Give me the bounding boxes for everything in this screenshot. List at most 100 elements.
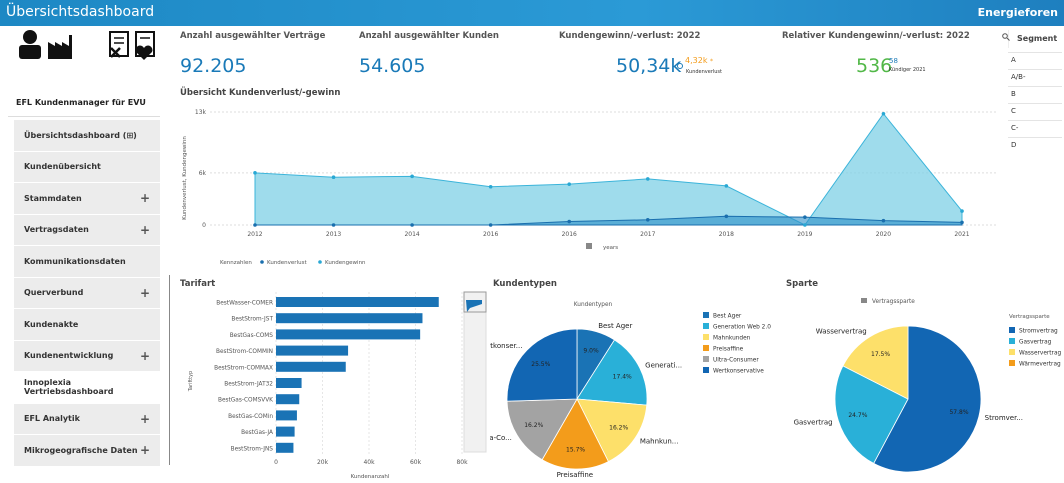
sparte-pie-chart[interactable]: 57.8% Stromver... 24.7% Gasvertrag 17.5% Wass… (780, 286, 1064, 483)
slice-value-label: 16.2% (524, 422, 543, 429)
slice-value-label: 16.2% (609, 424, 628, 431)
sidebar-item-10[interactable]: Mikrogeografische Daten + (14, 435, 160, 467)
legend-label: Mahnkunden (713, 336, 751, 342)
slice-label: Ultra-Co... (490, 434, 512, 442)
point-kundengewinn (645, 177, 650, 181)
legend-swatch (1009, 360, 1015, 366)
segment-item[interactable]: C- (1008, 120, 1062, 137)
category-label: BestStrom-COMMIN (216, 349, 273, 355)
bar (276, 426, 295, 437)
app-title: Übersichtsdashboard (6, 4, 155, 20)
x-axis-label: Kundenanzahl (351, 474, 390, 480)
expand-plus-icon[interactable]: + (139, 443, 150, 458)
pie-subtitle: Vertragssparte (872, 299, 915, 305)
slice-value-label: 57.8% (949, 409, 968, 416)
kundentypen-pie-chart[interactable]: 9.0% Best Ager 17.4% Generati... 16.2% Mahnku… (490, 286, 786, 483)
sidebar-item-label: Kundenübersicht (24, 162, 101, 172)
top-bar: Übersichtsdashboard Energieforen (0, 0, 1064, 26)
sidebar-icons (19, 30, 155, 60)
expand-plus-icon[interactable]: + (139, 222, 150, 237)
pie-slice (506, 398, 578, 461)
kpi-gain-dot (677, 63, 683, 69)
segment-item[interactable]: B (1008, 86, 1062, 103)
pie-slice (506, 328, 578, 402)
point-kundengewinn (960, 209, 964, 213)
x-tick-label: 2019 (797, 231, 812, 238)
slice-value-label: 17.5% (871, 351, 890, 358)
sidebar-item-5[interactable]: Querverbund + (14, 277, 160, 309)
bar (276, 297, 439, 307)
sidebar-item-0[interactable]: Übersichtsdashboard (⊞) (14, 120, 160, 152)
legend-label: Best Ager (713, 314, 742, 320)
sidebar-item-7[interactable]: Kundenentwicklung + (14, 340, 160, 372)
x-tick-label: 2018 (719, 231, 734, 238)
point-kundenverlust (567, 219, 572, 224)
point-kundenverlust (645, 217, 650, 222)
category-label: BestGas-COMin (228, 414, 273, 420)
sidebar-item-1[interactable]: Kundenübersicht (14, 151, 160, 183)
point-kundengewinn (881, 111, 886, 116)
kpi-customers-title: Anzahl ausgewählter Kunden (359, 31, 499, 41)
sidebar-brand: EFL Kundenmanager für EVU (16, 98, 146, 107)
expand-plus-icon[interactable]: + (139, 285, 150, 300)
legend-label: Stromvertrag (1019, 329, 1058, 335)
person-icon[interactable] (19, 30, 41, 59)
sidebar-item-3[interactable]: Vertragsdaten + (14, 214, 160, 246)
factory-icon[interactable] (48, 35, 72, 59)
kpi-customers-value: 54.605 (359, 55, 426, 77)
legend-label: Kundengewinn (325, 260, 366, 266)
segment-item[interactable]: A (1008, 52, 1062, 69)
pie-slice (541, 398, 609, 470)
legend-label: Ultra-Consumer (713, 358, 759, 364)
contract-heart-icon[interactable] (135, 31, 155, 60)
bar (276, 345, 349, 356)
bar (276, 394, 300, 405)
sidebar-nav: Übersichtsdashboard (⊞) Kundenübersicht St… (14, 120, 160, 467)
chart-icon (861, 298, 867, 303)
sidebar-item-2[interactable]: Stammdaten + (14, 183, 160, 215)
sidebar-item-label: Innoplexia Vertriebsdashboard (24, 378, 114, 397)
x-axis-label: years (603, 245, 618, 251)
segment-item[interactable]: C (1008, 103, 1062, 120)
sidebar-item-label: Kommunikationsdaten (24, 256, 126, 266)
minimap-bars (466, 300, 482, 312)
sidebar-item-9[interactable]: EFL Analytik + (14, 403, 160, 435)
point-kundenverlust (488, 223, 493, 227)
expand-plus-icon[interactable]: + (139, 411, 150, 426)
segment-item[interactable]: A/B- (1008, 69, 1062, 86)
search-icon[interactable] (1002, 33, 1010, 41)
expand-plus-icon[interactable]: + (139, 191, 150, 206)
overview-area-chart[interactable]: 0 6k 13k 2012 2013 2014 2016 2016 2017 2018 2019 20… (170, 98, 1006, 268)
point-kundengewinn (567, 182, 572, 186)
contract-cancel-icon[interactable] (109, 31, 129, 58)
sidebar-item-label: EFL Analytik (24, 414, 80, 424)
tarifart-bar-chart[interactable]: 0 20k 40k 60k 80k BestWasser-COMER BestStrom-J… (170, 286, 490, 483)
sidebar-item-label: Mikrogeografische Daten (24, 445, 138, 455)
y-tick-label: 6k (199, 170, 207, 177)
slice-label: Generati... (645, 361, 682, 369)
expand-plus-icon[interactable]: + (139, 348, 150, 363)
sidebar-item-4[interactable]: Kommunikationsdaten (14, 246, 160, 278)
kpi-gain-title: Kundengewinn/-verlust: 2022 (559, 31, 701, 41)
point-kundengewinn (331, 175, 336, 179)
point-kundengewinn (724, 184, 729, 188)
point-kundengewinn (803, 223, 807, 227)
sidebar-item-8[interactable]: Innoplexia Vertriebsdashboard (14, 372, 160, 404)
y-tick-label: 13k (195, 109, 207, 116)
sidebar-item-label: Kundenentwicklung (24, 351, 114, 361)
segment-item[interactable]: D (1008, 137, 1062, 154)
point-kundenverlust (960, 220, 964, 225)
category-label: BestStrom-JAT32 (224, 382, 273, 388)
x-tick-label: 2012 (247, 231, 262, 238)
category-label: BestWasser-COMER (216, 301, 273, 307)
slice-value-label: 25.5% (531, 361, 550, 368)
sidebar-item-6[interactable]: Kundenakte (14, 309, 160, 341)
x-tick-label: 2017 (640, 231, 655, 238)
slice-label: Wertkonser... (490, 342, 522, 350)
x-tick-label: 2013 (326, 231, 341, 238)
pie-slice (842, 325, 909, 400)
sparte-title: Sparte (786, 279, 818, 289)
point-kundengewinn (253, 171, 257, 175)
x-tick-label: 20k (317, 459, 329, 466)
tarifart-title: Tarifart (180, 279, 216, 289)
